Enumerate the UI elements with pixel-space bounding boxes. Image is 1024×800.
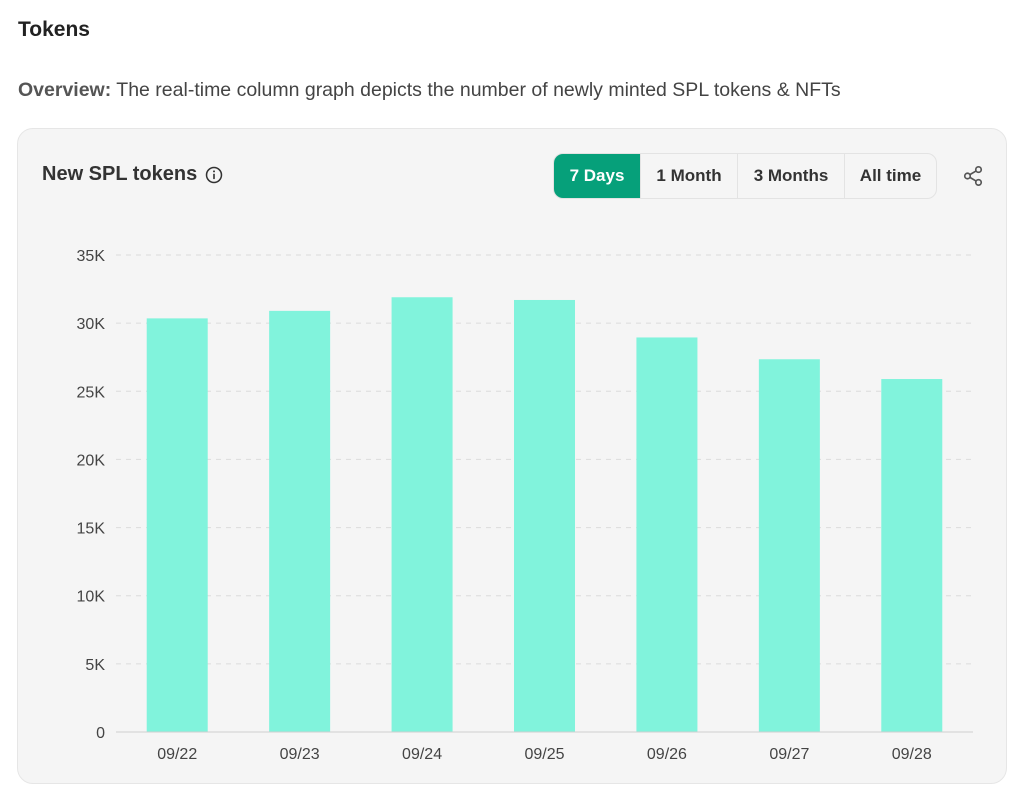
range-7-days-button[interactable]: 7 Days <box>554 154 641 198</box>
chart-title: New SPL tokens <box>42 163 198 185</box>
bar-09-28[interactable] <box>881 379 943 732</box>
bar-chart: 0 5K 10K 15K 20K 25K 30K 35K 09/22 09/23 09/24 09/2… <box>77 248 973 763</box>
overview-description: The real-time column graph depicts the n… <box>111 79 841 101</box>
bar-09-22[interactable] <box>146 318 208 732</box>
x-tick-label: 09/28 <box>892 746 932 763</box>
y-tick-label: 0 <box>96 725 105 742</box>
x-tick-label: 09/25 <box>524 746 564 763</box>
share-icon[interactable] <box>962 165 984 187</box>
info-circle-icon[interactable] <box>205 166 223 184</box>
range-1-month-button[interactable]: 1 Month <box>641 154 738 198</box>
range-all-time-button[interactable]: All time <box>859 166 922 185</box>
page-title: Tokens <box>18 18 90 41</box>
bar-09-26[interactable] <box>636 337 698 732</box>
y-tick-label: 10K <box>77 589 106 606</box>
overview-label: Overview: <box>18 79 112 101</box>
y-tick-label: 25K <box>77 384 106 401</box>
y-tick-label: 35K <box>77 248 106 265</box>
chart-card-title: New SPL tokens <box>42 163 223 186</box>
x-tick-label: 09/27 <box>769 746 809 763</box>
range-3-months-button[interactable]: 3 Months <box>738 154 845 198</box>
y-tick-label: 5K <box>85 657 105 674</box>
bar-09-24[interactable] <box>391 297 453 732</box>
x-tick-label: 09/26 <box>647 746 687 763</box>
overview-text: Overview: The real-time column graph dep… <box>18 79 841 102</box>
x-tick-label: 09/24 <box>402 746 442 763</box>
bar-09-27[interactable] <box>758 359 820 732</box>
y-tick-label: 20K <box>77 452 106 469</box>
time-range-selector: 7 Days 1 Month 3 Months All time <box>553 153 937 199</box>
y-tick-label: 15K <box>77 521 106 538</box>
x-tick-label: 09/22 <box>157 746 197 763</box>
x-tick-label: 09/23 <box>280 746 320 763</box>
chart-card: New SPL tokens 7 Days 1 Month 3 Months A… <box>17 128 1007 784</box>
y-tick-label: 30K <box>77 316 106 333</box>
bar-09-23[interactable] <box>269 310 331 732</box>
bar-09-25[interactable] <box>514 299 575 732</box>
